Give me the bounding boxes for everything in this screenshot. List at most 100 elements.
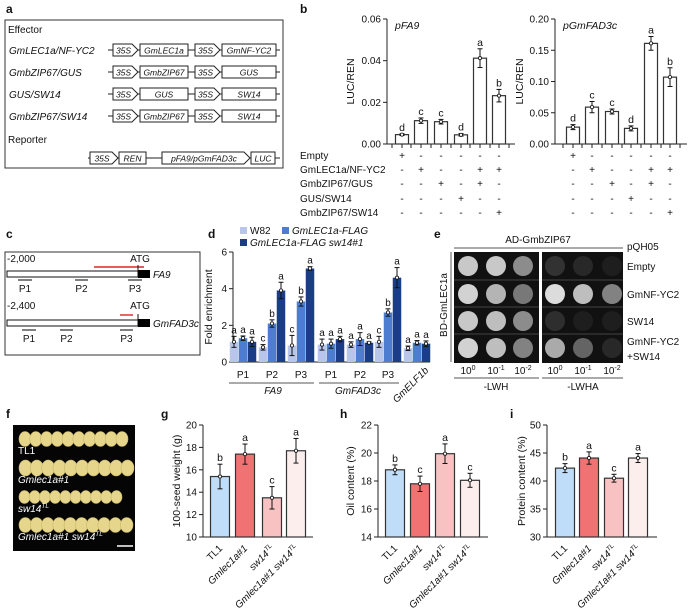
y-tick-label: 20 xyxy=(186,421,198,432)
yeast-colony xyxy=(573,338,593,358)
data-point xyxy=(399,132,404,137)
yeast-colony xyxy=(602,311,622,331)
gene-name: GmFAD3c xyxy=(153,319,199,330)
treatment-sign: + xyxy=(648,165,654,176)
y-tick-label: 2 xyxy=(221,321,227,332)
significance-letter: c xyxy=(611,462,616,474)
y-tick-label: 12 xyxy=(186,510,198,521)
significance-letter: b xyxy=(298,286,304,297)
x-tick-label-superscript: TL xyxy=(629,542,640,553)
data-point xyxy=(293,448,298,453)
treatment-sign: - xyxy=(610,151,613,162)
yeast-colony xyxy=(458,338,478,358)
treatment-sign: - xyxy=(439,151,442,162)
construct-part-label: 35S xyxy=(116,112,131,122)
treatment-sign: - xyxy=(459,208,462,219)
significance-letter: a xyxy=(348,331,354,342)
treatment-sign: - xyxy=(439,165,442,176)
bar xyxy=(603,477,625,538)
construct-part xyxy=(139,109,189,123)
effector-name: GmLEC1a/NF-YC2 xyxy=(9,46,95,57)
treatment-sign: - xyxy=(459,151,462,162)
genotype-label: sw14TL xyxy=(18,503,49,515)
seed xyxy=(83,431,96,447)
bar xyxy=(604,110,620,145)
construct-part xyxy=(221,87,277,101)
seed xyxy=(115,431,129,447)
probe-label: P3 xyxy=(120,334,133,345)
bar xyxy=(285,450,307,538)
bar xyxy=(374,341,384,362)
treatment-sign: + xyxy=(496,165,502,176)
treatment-sign: - xyxy=(590,208,593,219)
treatment-label: Empty xyxy=(300,151,328,162)
bar xyxy=(258,347,268,362)
treatment-sign: - xyxy=(459,165,462,176)
y-axis-label: 100-seed weight (g) xyxy=(171,435,183,528)
treatment-sign: - xyxy=(497,194,500,205)
constructs-box xyxy=(4,19,284,169)
bar xyxy=(412,342,422,362)
significance-letter: a xyxy=(319,328,325,339)
reporter-part-label: REN xyxy=(124,154,143,164)
reporter-part xyxy=(89,151,119,165)
yeast-colony xyxy=(513,338,533,358)
significance-letter: a xyxy=(293,426,299,438)
yeast-colony xyxy=(486,338,506,358)
bar xyxy=(578,457,600,538)
bar xyxy=(335,339,345,362)
significance-letter: d xyxy=(458,122,464,134)
yeast-colony xyxy=(573,256,593,276)
data-point xyxy=(649,41,654,46)
construct-part-label: GmLEC1a xyxy=(144,46,184,56)
data-point xyxy=(240,336,245,341)
bar xyxy=(267,323,277,362)
seed xyxy=(104,431,118,447)
data-point xyxy=(392,467,397,472)
significance-letter: a xyxy=(242,432,248,444)
data-point xyxy=(231,339,236,344)
y-tick-label: 18 xyxy=(186,443,198,454)
dilution-exponent: -1 xyxy=(498,365,504,372)
group-label: GmFAD3c xyxy=(335,386,381,397)
bar xyxy=(346,344,356,362)
seed xyxy=(69,490,82,504)
dilution-label: 10-2 xyxy=(603,365,620,377)
treatment-sign: + xyxy=(628,194,634,205)
yeast-colony xyxy=(545,284,565,304)
yeast-colony xyxy=(486,256,506,276)
panel-label-a: a xyxy=(6,2,13,16)
x-tick-label-main: TL1 xyxy=(380,543,400,563)
promoter-region xyxy=(6,319,139,327)
reporter-construct: 35S REN pFA9/pGmFAD3c LUC xyxy=(88,151,280,165)
treatment-sign: - xyxy=(400,179,403,190)
y-tick-label: 30 xyxy=(530,533,542,544)
effector-title: Effector xyxy=(8,25,43,36)
data-point xyxy=(496,93,501,98)
bar xyxy=(459,479,481,538)
data-point xyxy=(289,343,294,348)
treatment-sign: + xyxy=(589,165,595,176)
data-point xyxy=(418,118,423,123)
significance-letter: b xyxy=(385,298,391,309)
probe-label: P3 xyxy=(129,284,142,295)
data-point xyxy=(260,345,265,350)
legend-label: GmLEC1a-FLAG xyxy=(292,226,368,237)
data-point xyxy=(357,337,362,342)
treatment-table: Empty + + - - - - - - - - - - GmLEC1a/NF-YC2 - - + + - - - - +… xyxy=(300,151,673,219)
treatment-sign: - xyxy=(629,165,632,176)
yeast-colony xyxy=(513,256,533,276)
data-point xyxy=(668,75,673,80)
legend-swatch xyxy=(240,227,247,234)
bar xyxy=(234,453,256,538)
yeast-colony xyxy=(513,284,533,304)
chart-title: pGmFAD3c xyxy=(562,20,618,32)
significance-letter: c xyxy=(417,464,422,476)
data-point xyxy=(414,340,419,345)
yeast-colony xyxy=(602,256,622,276)
panel-e-yeast-two-hybrid: AD-GmbZIP67 pQH05 BD-GmLEC1a Empty GmNF-YC2 S… xyxy=(439,235,680,393)
yeast-colony xyxy=(513,311,533,331)
